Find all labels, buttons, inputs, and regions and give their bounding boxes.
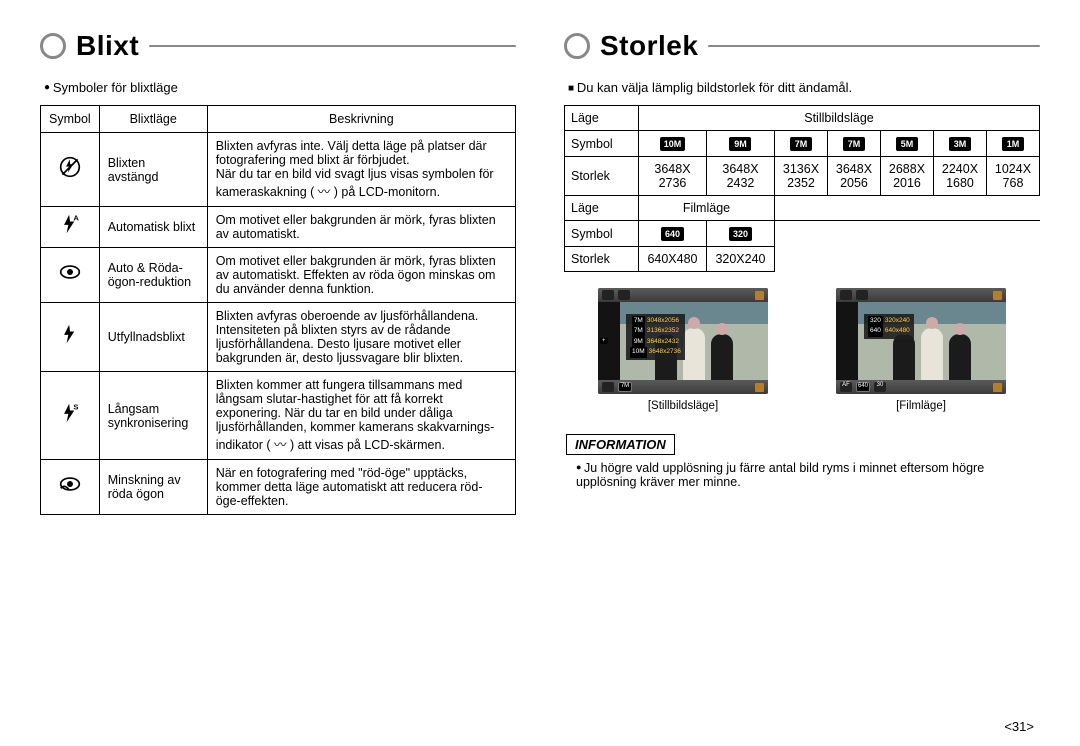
preview-movie: 320320x240640640x480 AF64030 [Filmläge]	[836, 288, 1006, 412]
row-symbol: Symbol	[565, 221, 639, 247]
col-storlek: Storlek Du kan välja lämplig bildstorlek…	[564, 30, 1040, 515]
size-cell: 2240X1680	[933, 157, 986, 196]
info-box: INFORMATION Ju högre vald upplösning ju …	[564, 430, 1040, 491]
still-size-row: Storlek3648X27363648X24323136X23523648X2…	[565, 157, 1040, 196]
info-title: INFORMATION	[566, 434, 675, 455]
movie-symbol-row: Symbol640320	[565, 221, 1040, 247]
desc-cell: Blixten avfyras oberoende av ljusförhåll…	[207, 303, 515, 372]
size-cell: 320X240	[706, 247, 774, 272]
still-menu: 7M3048x20567M3136x23529M3648x243210M3648…	[626, 314, 685, 360]
svg-text:A: A	[73, 214, 79, 223]
badge-cell: 10M	[639, 131, 707, 157]
table-row: Blixten avstängdBlixten avfyras inte. Vä…	[41, 133, 516, 207]
mode-cell: Automatisk blixt	[99, 207, 207, 248]
still-symbol-row: Symbol10M9M7M7M5M3M1M	[565, 131, 1040, 157]
desc-cell: Om motivet eller bakgrunden är mörk, fyr…	[207, 248, 515, 303]
ring-icon	[564, 33, 590, 59]
badge-cell: 7M	[774, 131, 827, 157]
size-cell: 1024X768	[986, 157, 1039, 196]
flash-flash-auto-icon: A	[41, 207, 100, 248]
badge-cell: 5M	[880, 131, 933, 157]
row-mode: Läge	[565, 106, 639, 131]
movie-header: Filmläge	[639, 196, 775, 221]
size-cell: 2688X2016	[880, 157, 933, 196]
th-symbol: Symbol	[41, 106, 100, 133]
lcd-still: + 7M3048x20567M3136x23529M3648x243210M36…	[598, 288, 768, 394]
size-cell: 640X480	[639, 247, 707, 272]
mode-cell: Auto & Röda-ögon-reduktion	[99, 248, 207, 303]
flash-red-eye-icon	[41, 248, 100, 303]
row-mode2: Läge	[565, 196, 639, 221]
preview-movie-label: [Filmläge]	[836, 400, 1006, 412]
preview-still: + 7M3048x20567M3136x23529M3648x243210M36…	[598, 288, 768, 412]
flash-slow-icon: S	[41, 372, 100, 460]
desc-cell: Blixten kommer att fungera tillsammans m…	[207, 372, 515, 460]
th-mode: Blixtläge	[99, 106, 207, 133]
badge-cell: 320	[706, 221, 774, 247]
title-blixt: Blixt	[76, 30, 139, 62]
rule	[149, 45, 516, 47]
size-cell: 3136X2352	[774, 157, 827, 196]
desc-cell: När en fotografering med "röd-öge" upptä…	[207, 460, 515, 515]
badge-cell: 640	[639, 221, 707, 247]
title-storlek: Storlek	[600, 30, 698, 62]
header-blixt: Blixt	[40, 30, 516, 62]
storlek-table: Läge Stillbildsläge Symbol10M9M7M7M5M3M1…	[564, 105, 1040, 272]
still-header: Stillbildsläge	[639, 106, 1040, 131]
row-symbol: Symbol	[565, 131, 639, 157]
lcd-movie: 320320x240640640x480 AF64030	[836, 288, 1006, 394]
table-row: Minskning av röda ögonNär en fotograferi…	[41, 460, 516, 515]
flash-flash-off-icon	[41, 133, 100, 207]
badge-cell: 1M	[986, 131, 1039, 157]
preview-still-label: [Stillbildsläge]	[598, 400, 768, 412]
mode-cell: Blixten avstängd	[99, 133, 207, 207]
size-cell: 3648X2736	[639, 157, 707, 196]
row-size: Storlek	[565, 247, 639, 272]
svg-text:S: S	[73, 402, 78, 411]
row-size: Storlek	[565, 157, 639, 196]
rule	[708, 45, 1040, 47]
blixt-table: Symbol Blixtläge Beskrivning Blixten avs…	[40, 105, 516, 515]
lead-blixt: Symboler för blixtläge	[44, 80, 516, 95]
size-cell: 3648X2056	[827, 157, 880, 196]
col-blixt: Blixt Symboler för blixtläge Symbol Blix…	[40, 30, 516, 515]
header-storlek: Storlek	[564, 30, 1040, 62]
mode-cell: Långsam synkronisering	[99, 372, 207, 460]
th-desc: Beskrivning	[207, 106, 515, 133]
table-row: A Automatisk blixtOm motivet eller bakgru…	[41, 207, 516, 248]
badge-cell: 7M	[827, 131, 880, 157]
mode-cell: Minskning av röda ögon	[99, 460, 207, 515]
flash-fill-icon	[41, 303, 100, 372]
badge-cell: 3M	[933, 131, 986, 157]
table-row: UtfyllnadsblixtBlixten avfyras oberoende…	[41, 303, 516, 372]
badge-cell: 9M	[706, 131, 774, 157]
movie-size-row: Storlek640X480320X240	[565, 247, 1040, 272]
desc-cell: Blixten avfyras inte. Välj detta läge på…	[207, 133, 515, 207]
previews: + 7M3048x20567M3136x23529M3648x243210M36…	[564, 288, 1040, 412]
info-text: Ju högre vald upplösning ju färre antal …	[576, 461, 1038, 489]
mode-cell: Utfyllnadsblixt	[99, 303, 207, 372]
movie-menu: 320320x240640640x480	[864, 314, 914, 339]
table-row: S Långsam synkroniseringBlixten kommer at…	[41, 372, 516, 460]
ring-icon	[40, 33, 66, 59]
size-cell: 3648X2432	[706, 157, 774, 196]
table-row: Auto & Röda-ögon-reduktionOm motivet ell…	[41, 248, 516, 303]
flash-red-fix-icon	[41, 460, 100, 515]
desc-cell: Om motivet eller bakgrunden är mörk, fyr…	[207, 207, 515, 248]
page-number: <31>	[1004, 719, 1034, 734]
lead-storlek: Du kan välja lämplig bildstorlek för dit…	[568, 80, 1040, 95]
